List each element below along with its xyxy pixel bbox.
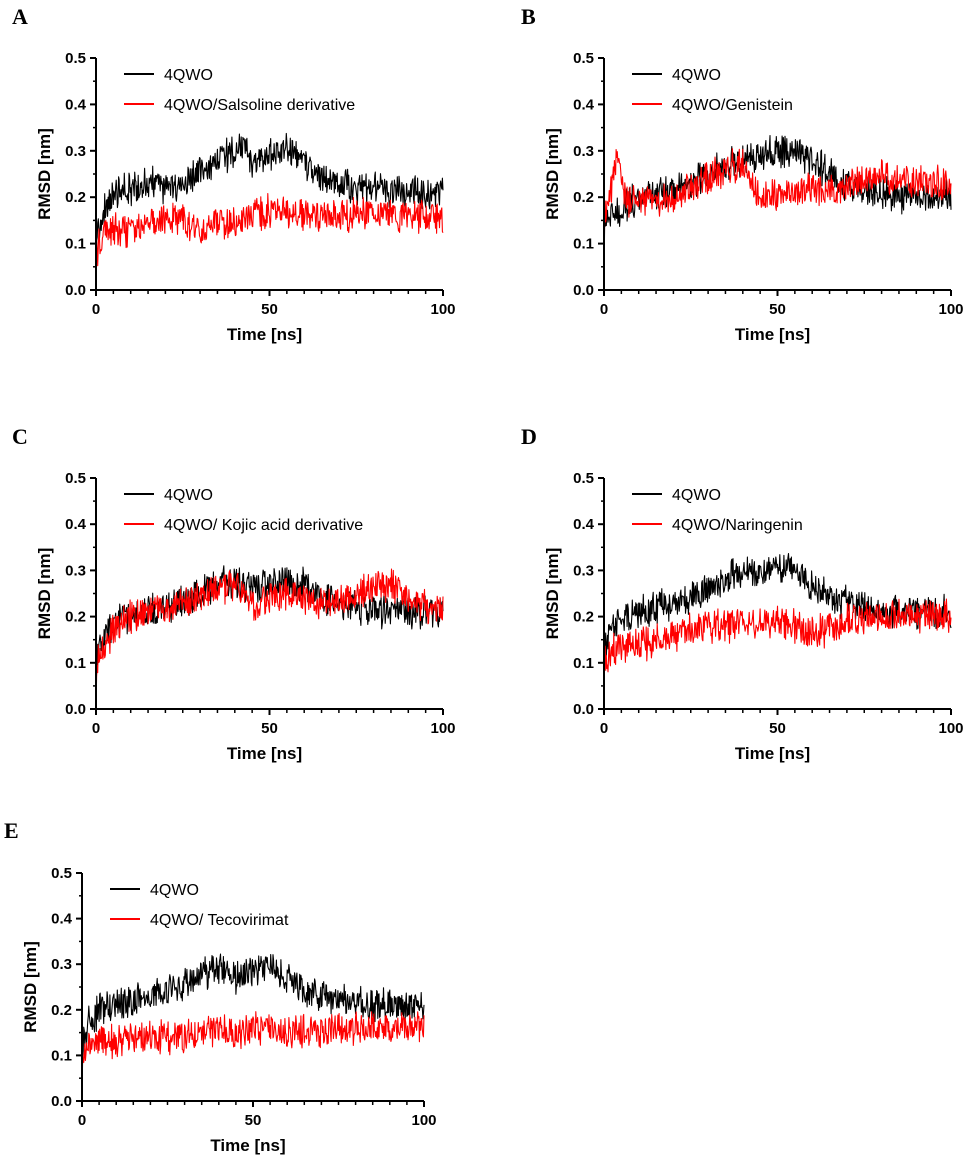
legend-entry: 4QWO — [672, 487, 721, 504]
panel-letter: A — [12, 4, 28, 29]
y-tick-label: 0.4 — [65, 96, 87, 113]
y-tick-label: 0.5 — [65, 470, 86, 487]
y-tick-label: 0.4 — [573, 96, 595, 113]
y-tick-label: 0.1 — [65, 236, 86, 253]
y-tick-label: 0.5 — [65, 50, 86, 67]
series-line-complex — [95, 568, 444, 710]
y-tick-label: 0.0 — [65, 701, 86, 718]
x-tick-label: 0 — [600, 301, 608, 318]
legend-entry: 4QWO — [164, 67, 213, 84]
chart-panel-e: E 0.0 0.1 0.2 0.3 0.4 0.5 0 50 100 Time [ns] RMSD [… — [4, 818, 437, 1155]
legend-entry: 4QWO — [150, 882, 199, 899]
x-tick-label: 50 — [769, 301, 786, 318]
panel-letter: D — [521, 424, 537, 449]
legend-entry: 4QWO/Genistein — [672, 97, 793, 114]
legend-entry: 4QWO/Salsoline derivative — [164, 97, 355, 114]
chart-panel-c: C 0.0 0.1 0.2 0.3 0.4 0.5 0 50 100 Time [ns] RMSD [… — [12, 424, 456, 763]
y-tick-label: 0.0 — [573, 282, 594, 299]
y-tick-label: 0.5 — [573, 50, 594, 67]
x-tick-label: 100 — [411, 1112, 436, 1129]
x-tick-label: 50 — [769, 720, 786, 737]
x-tick-label: 100 — [430, 301, 455, 318]
x-tick-label: 0 — [78, 1112, 86, 1129]
x-tick-label: 50 — [261, 720, 278, 737]
series-line-protein — [81, 953, 425, 1102]
y-tick-label: 0.0 — [573, 701, 594, 718]
y-axis-title: RMSD [nm] — [543, 128, 562, 220]
panel-letter: C — [12, 424, 28, 449]
chart-panel-d: D 0.0 0.1 0.2 0.3 0.4 0.5 0 50 100 Time [ns] RMSD [… — [521, 424, 964, 763]
x-tick-label: 100 — [430, 720, 455, 737]
x-axis-title: Time [ns] — [735, 744, 810, 763]
y-axis-title: RMSD [nm] — [35, 128, 54, 220]
y-tick-label: 0.4 — [51, 911, 73, 928]
x-axis-title: Time [ns] — [227, 744, 302, 763]
y-tick-label: 0.5 — [573, 470, 594, 487]
y-tick-label: 0.3 — [573, 562, 594, 579]
x-tick-label: 50 — [261, 301, 278, 318]
y-tick-label: 0.3 — [573, 143, 594, 160]
legend-entry: 4QWO/ Tecovirimat — [150, 912, 289, 929]
y-tick-label: 0.1 — [51, 1047, 72, 1064]
series-line-protein — [603, 552, 952, 710]
y-tick-label: 0.1 — [65, 655, 86, 672]
series-line-complex — [603, 148, 952, 291]
x-tick-label: 0 — [600, 720, 608, 737]
x-axis-title: Time [ns] — [227, 325, 302, 344]
y-axis-title: RMSD [nm] — [543, 548, 562, 640]
series-line-protein — [95, 132, 444, 291]
panel-letter: B — [521, 4, 536, 29]
y-tick-label: 0.2 — [65, 189, 86, 206]
x-tick-label: 100 — [938, 720, 963, 737]
y-tick-label: 0.3 — [65, 562, 86, 579]
x-tick-label: 0 — [92, 720, 100, 737]
chart-panel-b: B 0.0 0.1 0.2 0.3 0.4 0.5 0 50 100 Time [ns] RMSD [… — [521, 4, 964, 344]
y-tick-label: 0.4 — [573, 516, 595, 533]
y-tick-label: 0.2 — [573, 189, 594, 206]
y-tick-label: 0.1 — [573, 236, 594, 253]
legend-entry: 4QWO/Naringenin — [672, 517, 803, 534]
x-axis-title: Time [ns] — [735, 325, 810, 344]
legend-entry: 4QWO — [672, 67, 721, 84]
series-line-protein — [95, 565, 444, 710]
y-tick-label: 0.3 — [65, 143, 86, 160]
x-tick-label: 50 — [245, 1112, 262, 1129]
legend-entry: 4QWO — [164, 487, 213, 504]
x-axis-title: Time [ns] — [210, 1136, 285, 1155]
series-line-complex — [81, 1011, 425, 1102]
y-tick-label: 0.0 — [65, 282, 86, 299]
series-line-protein — [603, 134, 952, 291]
x-tick-label: 0 — [92, 301, 100, 318]
chart-panel-a: A 0.0 0.1 0.2 0.3 0.4 0.5 0 50 100 Time [ns] RMSD [… — [12, 4, 456, 344]
x-tick-label: 100 — [938, 301, 963, 318]
series-line-complex — [603, 598, 952, 710]
y-tick-label: 0.2 — [51, 1002, 72, 1019]
panel-letter: E — [4, 818, 19, 843]
y-tick-label: 0.5 — [51, 865, 72, 882]
y-tick-label: 0.2 — [65, 609, 86, 626]
y-tick-label: 0.2 — [573, 609, 594, 626]
y-axis-title: RMSD [nm] — [35, 548, 54, 640]
y-tick-label: 0.4 — [65, 516, 87, 533]
legend-entry: 4QWO/ Kojic acid derivative — [164, 517, 363, 534]
series-line-complex — [95, 193, 444, 291]
y-tick-label: 0.0 — [51, 1093, 72, 1110]
y-tick-label: 0.3 — [51, 956, 72, 973]
y-axis-title: RMSD [nm] — [21, 941, 40, 1033]
y-tick-label: 0.1 — [573, 655, 594, 672]
